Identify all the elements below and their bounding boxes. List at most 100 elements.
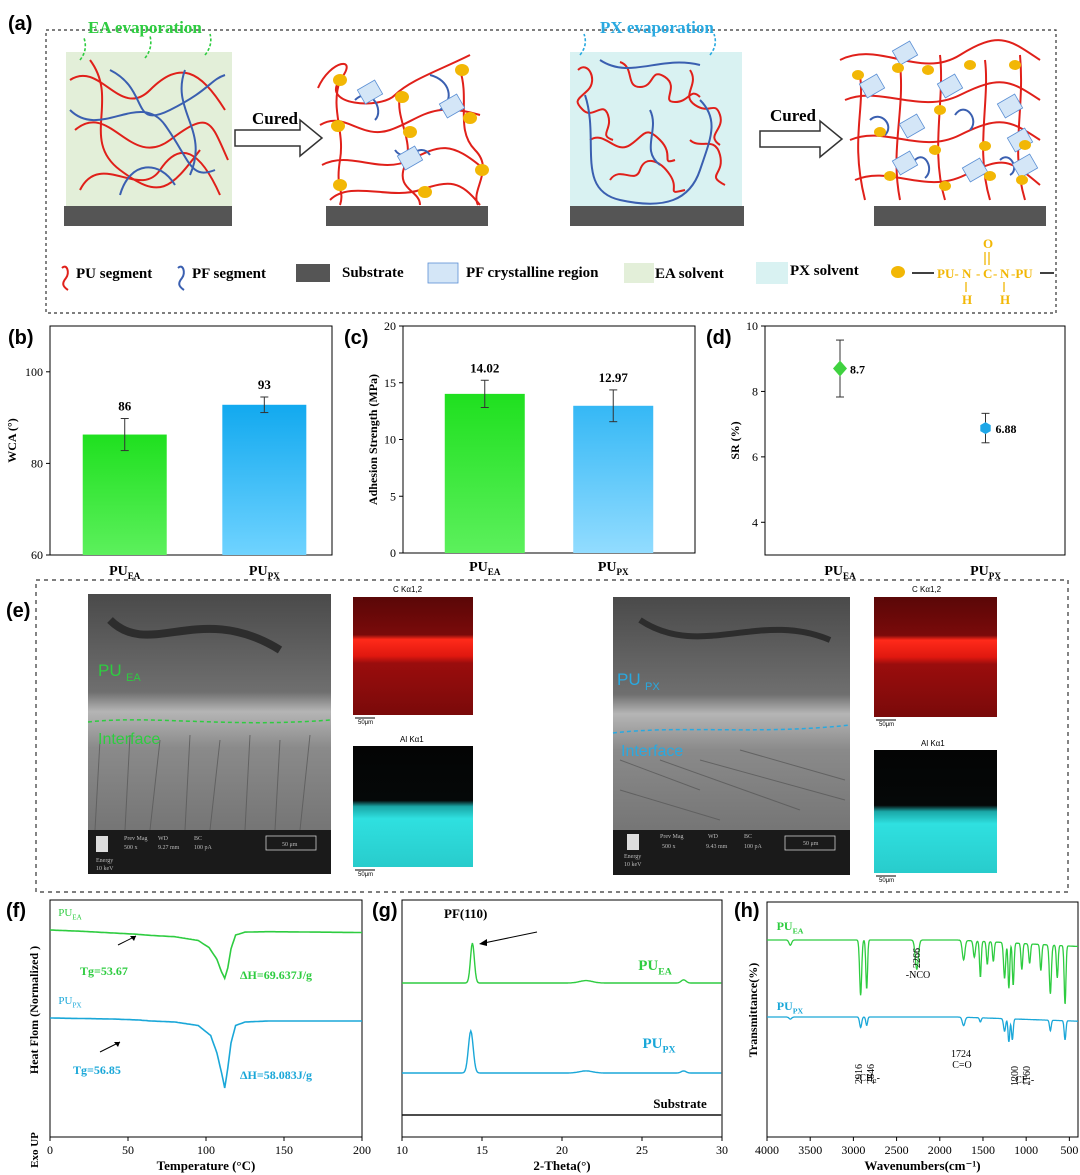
y-tick-label: 4 bbox=[752, 515, 758, 529]
x-tick-label: 20 bbox=[556, 1143, 568, 1157]
chart-b: 60 80 100 WCA (°) 86 PUEA 93 PUPX bbox=[5, 365, 307, 581]
panel-e-label: (e) bbox=[6, 600, 30, 622]
dsc-curve-PX bbox=[50, 1017, 362, 1089]
data-label: 6.88 bbox=[996, 422, 1017, 436]
panel-c: (c) 0 5 10 15 20 Adhesion Strength (MPa) 14.02… bbox=[344, 319, 696, 577]
peak-annotation: 2916 bbox=[854, 1064, 865, 1084]
y-axis-title: Transmittance(%) bbox=[746, 963, 760, 1057]
eds-c-map-px: C Kα1,2 50μm bbox=[874, 585, 997, 728]
x-tick-label: 100 bbox=[197, 1143, 215, 1157]
svg-text:50 μm: 50 μm bbox=[803, 841, 819, 847]
tg-label: Tg=56.85 bbox=[73, 1063, 121, 1077]
px-evaporation-label: PX evaporation bbox=[600, 18, 714, 37]
cured-label-2: Cured bbox=[770, 106, 817, 125]
panel-b-label: (b) bbox=[8, 327, 34, 349]
ftir-curve-PX bbox=[767, 1016, 1078, 1043]
px-solvent-swatch bbox=[756, 262, 788, 284]
panel-f-label: (f) bbox=[6, 900, 26, 922]
point-PU_PX bbox=[980, 422, 991, 435]
svg-text:C Kα1,2: C Kα1,2 bbox=[912, 585, 942, 594]
x-axis-title: Temperature (°C) bbox=[157, 1158, 256, 1173]
group-annotation: C=O bbox=[952, 1060, 972, 1071]
point-PU_EA bbox=[833, 360, 847, 377]
tg-arrowhead bbox=[130, 936, 136, 941]
y-tick-label: 5 bbox=[390, 489, 396, 503]
y-tick-label: 10 bbox=[384, 433, 396, 447]
y-tick-label: 20 bbox=[384, 319, 396, 333]
category-label: PUPX bbox=[970, 564, 1001, 581]
svg-text:C Kα1,2: C Kα1,2 bbox=[393, 585, 423, 594]
sem-image-px: PU PX Interface Energy 10 keV Prev Mag W… bbox=[612, 597, 851, 875]
ea-urea-nodes bbox=[331, 64, 489, 198]
bar-PU_PX bbox=[222, 404, 307, 555]
x-tick-label: 10 bbox=[396, 1143, 408, 1157]
svg-text:H: H bbox=[1000, 292, 1010, 307]
bar-PU_EA bbox=[82, 434, 167, 555]
pf110-arrow bbox=[483, 931, 538, 944]
series-label: PUPX bbox=[643, 1036, 676, 1056]
svg-text:Interface: Interface bbox=[98, 731, 160, 748]
svg-text:100 pA: 100 pA bbox=[744, 844, 763, 850]
ea-crystalline-regions bbox=[356, 79, 466, 171]
chart-g: 10 15 20 25 30 2-Theta(°) PUEA PUPX Substrate PF(… bbox=[396, 906, 728, 1173]
svg-text:9.43 mm: 9.43 mm bbox=[706, 844, 728, 850]
svg-text:WD: WD bbox=[158, 836, 169, 842]
group-annotation: -NCO bbox=[906, 970, 930, 981]
panel-b: (b) 60 80 100 WCA (°) 86 PUEA 93 PUPX bbox=[5, 325, 333, 581]
x-tick-label: 50 bbox=[122, 1143, 134, 1157]
ea-solvent-box bbox=[66, 52, 232, 208]
svg-text:N: N bbox=[1000, 266, 1010, 281]
panel-a: (a) EA evaporation Cured bbox=[8, 13, 1057, 314]
y-tick-label: 100 bbox=[25, 365, 43, 379]
urea-bonds bbox=[965, 252, 1005, 292]
ea-tangled-chains bbox=[69, 59, 229, 196]
sem-image-ea: PU EA Interface Energy 10 keV Prev Mag W… bbox=[87, 594, 331, 874]
ftir-curve-EA bbox=[767, 939, 1078, 1005]
dh-label: ΔH=58.083J/g bbox=[240, 1068, 312, 1082]
svg-text:50μm: 50μm bbox=[879, 878, 894, 884]
peak-annotation: 1724 bbox=[951, 1049, 971, 1060]
series-label: PUEA bbox=[638, 958, 672, 978]
panel-d-label: (d) bbox=[706, 327, 732, 349]
pf110-arrowhead bbox=[479, 939, 487, 946]
svg-text:Prev Mag: Prev Mag bbox=[124, 836, 148, 842]
substrate-bar-4 bbox=[874, 206, 1046, 226]
data-label: 86 bbox=[118, 399, 132, 414]
ea-evaporation-label: EA evaporation bbox=[88, 18, 202, 37]
cured-label-1: Cured bbox=[252, 109, 299, 128]
eds-c-map-ea: C Kα1,2 50μm bbox=[353, 585, 473, 726]
y-tick-label: 8 bbox=[752, 384, 758, 398]
peak-annotation: 1200 bbox=[1010, 1066, 1021, 1086]
svg-text:-: - bbox=[993, 266, 997, 281]
x-tick-label: 0 bbox=[47, 1143, 53, 1157]
y-axis-title: Heat Flom (Normalized ) bbox=[27, 946, 41, 1074]
urea-node-swatch bbox=[891, 266, 905, 278]
y-tick-label: 80 bbox=[31, 456, 43, 470]
category-label: PUPX bbox=[249, 564, 280, 581]
x-tick-label: 15 bbox=[476, 1143, 488, 1157]
svg-text:10 keV: 10 keV bbox=[96, 866, 114, 872]
x-tick-label: 4000 bbox=[755, 1143, 779, 1157]
bar-PU_PX bbox=[573, 405, 654, 553]
bar-PU_EA bbox=[444, 393, 525, 553]
y-axis-title: Adhesion Strength (MPa) bbox=[366, 374, 380, 505]
svg-text:PU: PU bbox=[98, 661, 122, 680]
category-label: PUEA bbox=[824, 564, 856, 581]
dsc-curve-EA bbox=[49, 929, 362, 981]
svg-text:500 x: 500 x bbox=[124, 845, 138, 851]
svg-text:BC: BC bbox=[744, 834, 752, 840]
svg-text:50 μm: 50 μm bbox=[282, 842, 298, 848]
tg-label: Tg=53.67 bbox=[80, 964, 128, 978]
ea-solvent-swatch bbox=[624, 263, 654, 283]
x-tick-label: 1000 bbox=[1014, 1143, 1038, 1157]
panel-g-label: (g) bbox=[372, 900, 398, 922]
series-label: PUPX bbox=[777, 999, 804, 1016]
series-label: PUEA bbox=[777, 919, 804, 936]
svg-text:C: C bbox=[983, 266, 992, 281]
series-label: PUPX bbox=[58, 995, 82, 1009]
panel-b-frame bbox=[49, 325, 333, 556]
svg-text:BC: BC bbox=[194, 836, 202, 842]
chart-d: 4 6 8 10 SR (%) 8.7 PUEA 6.88 PUPX bbox=[728, 319, 1017, 581]
px-solvent-box bbox=[570, 52, 742, 208]
svg-text:50μm: 50μm bbox=[358, 872, 373, 878]
